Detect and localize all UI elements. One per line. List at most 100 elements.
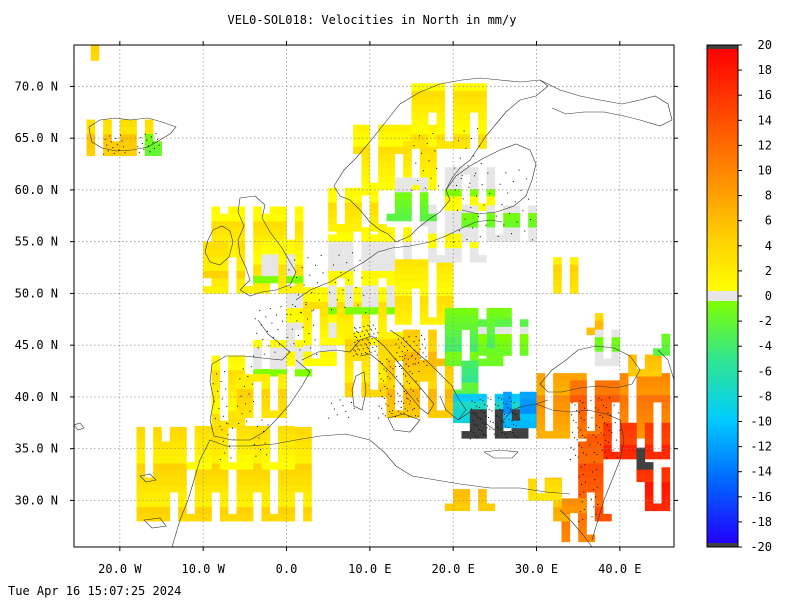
velocity-cell — [628, 368, 637, 377]
station-dot — [522, 210, 524, 212]
velocity-cell — [553, 257, 562, 265]
station-dot — [420, 357, 422, 359]
station-dot — [260, 324, 262, 326]
velocity-cell — [136, 426, 146, 435]
station-dot — [243, 385, 245, 387]
station-dot — [586, 409, 588, 411]
velocity-cell — [478, 401, 487, 409]
station-dot — [407, 410, 409, 412]
velocity-cell — [411, 388, 421, 397]
velocity-cell — [478, 255, 487, 263]
velocity-cell — [594, 492, 604, 500]
velocity-cell — [253, 264, 262, 272]
velocity-cell — [653, 394, 662, 403]
velocity-cell — [461, 489, 471, 497]
velocity-cell — [294, 339, 304, 348]
velocity-cell — [211, 355, 221, 364]
velocity-cell — [636, 454, 646, 463]
velocity-cell — [328, 224, 337, 232]
velocity-cell — [453, 240, 462, 249]
velocity-cell — [194, 462, 204, 470]
station-dot — [305, 301, 307, 303]
velocity-cell — [153, 492, 162, 500]
velocity-cell — [436, 266, 446, 275]
station-dot — [472, 420, 474, 422]
velocity-cell — [586, 477, 596, 486]
velocity-cell — [653, 380, 662, 388]
velocity-cell — [469, 219, 479, 228]
velocity-cell — [444, 358, 454, 367]
velocity-cell — [253, 339, 262, 348]
velocity-cell — [228, 249, 237, 258]
velocity-cell — [378, 270, 387, 279]
station-dot — [355, 328, 357, 330]
velocity-cell — [386, 168, 396, 176]
velocity-cell — [486, 219, 496, 228]
velocity-cell — [486, 307, 496, 316]
velocity-cell — [303, 308, 312, 317]
velocity-cell — [636, 474, 646, 483]
velocity-cell — [528, 391, 537, 400]
station-dot — [316, 353, 318, 355]
velocity-cell — [419, 199, 429, 207]
velocity-cell — [611, 344, 621, 352]
velocity-cell — [419, 206, 429, 215]
velocity-cell — [603, 416, 612, 425]
velocity-cell — [403, 344, 412, 352]
velocity-cell — [644, 430, 654, 438]
station-dot — [310, 347, 312, 349]
velocity-cell — [228, 513, 237, 522]
velocity-cell — [361, 124, 371, 133]
station-dot — [465, 147, 467, 149]
velocity-cell — [453, 358, 462, 367]
velocity-cell — [436, 288, 446, 296]
station-dot — [331, 402, 333, 404]
station-dot — [261, 419, 263, 421]
station-dot — [246, 420, 248, 422]
velocity-cell — [228, 384, 237, 393]
velocity-cell — [378, 146, 387, 154]
velocity-cell — [269, 268, 279, 277]
station-dot — [593, 452, 595, 454]
velocity-cell — [619, 422, 629, 431]
velocity-cell — [219, 470, 229, 478]
velocity-cell — [444, 233, 454, 241]
velocity-cell — [236, 499, 246, 507]
velocity-cell — [286, 268, 296, 277]
velocity-cell — [336, 323, 346, 331]
velocity-cell — [486, 188, 496, 197]
colorbar-tick-label: -4 — [758, 339, 772, 353]
velocity-cell — [444, 302, 454, 311]
station-dot — [476, 425, 478, 427]
station-dot — [469, 182, 471, 184]
velocity-cell — [561, 513, 571, 522]
station-dot — [417, 400, 419, 402]
station-dot — [473, 431, 475, 433]
velocity-cell — [144, 506, 154, 515]
velocity-cell — [661, 430, 671, 438]
velocity-cell — [169, 477, 179, 486]
velocity-cell — [319, 316, 329, 324]
velocity-cell — [594, 344, 604, 352]
station-dot — [487, 172, 489, 174]
velocity-cell — [344, 248, 354, 257]
station-dot — [354, 341, 356, 343]
velocity-cell — [303, 492, 312, 500]
velocity-cell — [394, 273, 404, 282]
colorbar-tick-label: 20 — [758, 38, 772, 52]
velocity-cell — [278, 477, 287, 486]
velocity-cell — [619, 416, 629, 425]
velocity-cell — [336, 294, 346, 302]
station-dot — [590, 399, 592, 401]
station-dot — [500, 420, 502, 422]
velocity-cell — [178, 477, 187, 486]
station-dot — [238, 423, 240, 425]
station-dot — [492, 422, 494, 424]
velocity-cell — [644, 387, 654, 396]
station-dot — [355, 287, 357, 289]
station-dot — [222, 440, 224, 442]
velocity-cell — [419, 317, 429, 325]
velocity-cell — [503, 391, 512, 400]
velocity-cell — [419, 280, 429, 289]
velocity-cell — [361, 175, 371, 183]
